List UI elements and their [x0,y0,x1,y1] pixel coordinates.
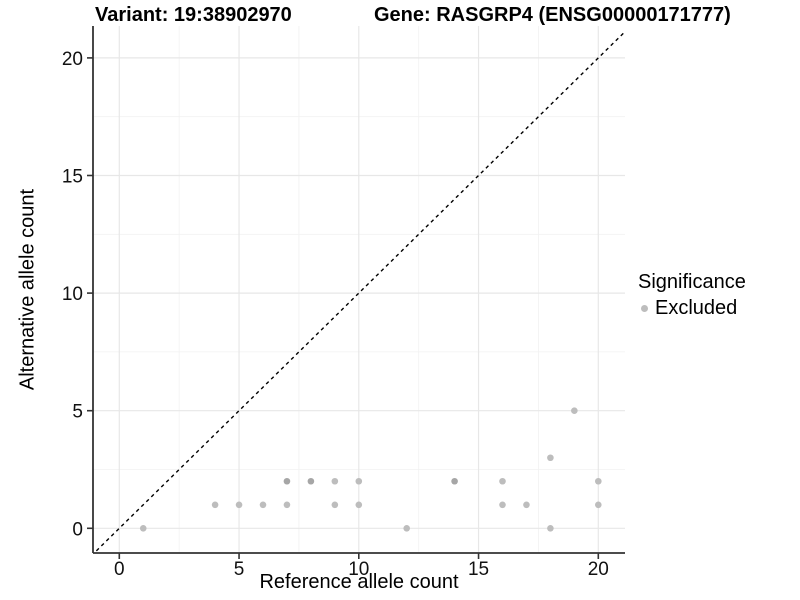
identity-line [93,30,625,553]
legend: Significance Excluded [638,271,746,320]
data-point [331,477,339,485]
x-tick-label: 10 [348,559,369,580]
data-point [283,501,291,509]
x-tick-label: 15 [468,559,489,580]
data-point [523,501,530,509]
data-point [571,407,578,415]
data-point [403,525,411,532]
data-point [547,525,554,532]
gene-title: Gene: RASGRP4 (ENSG00000171777) [374,4,731,26]
legend-entry: Excluded [638,297,746,320]
data-point [139,525,147,532]
y-tick-label: 20 [62,49,83,70]
variant-title: Variant: 19:38902970 [95,4,292,26]
data-point [235,501,243,509]
y-tick-label: 0 [72,519,83,540]
y-axis-title: Alternative allele count [16,188,39,391]
x-tick-label: 0 [114,559,125,580]
data-point [355,477,363,485]
data-point [499,501,506,509]
data-point [595,477,602,485]
data-point [331,501,339,509]
legend-entry-label: Excluded [655,297,738,319]
x-tick-label: 20 [588,559,609,580]
data-point [211,501,219,509]
data-point [283,477,291,485]
data-point [307,477,315,485]
y-tick-label: 15 [62,167,83,188]
data-point [499,477,506,485]
y-tick-label: 10 [62,284,83,305]
legend-point-icon [641,305,648,312]
data-point [355,501,363,509]
x-axis-title: Reference allele count [259,571,459,593]
x-tick-label: 5 [234,559,245,580]
data-point [259,501,267,509]
data-point [547,454,554,462]
data-point [595,501,602,509]
data-point [451,477,458,485]
legend-title: Significance [638,271,746,293]
y-tick-label: 5 [72,402,83,423]
